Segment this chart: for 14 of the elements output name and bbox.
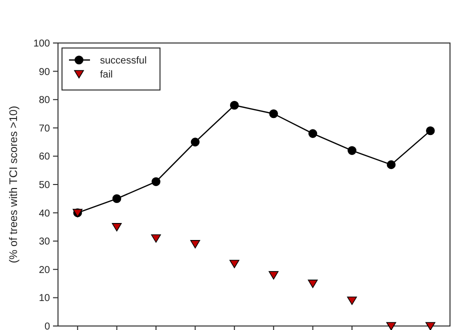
y-tick-label: 30 — [38, 236, 50, 248]
legend-label: fail — [100, 70, 113, 80]
y-tick-label: 90 — [38, 66, 50, 78]
y-axis-title: (% of trees with TCI scores >10) — [8, 106, 20, 264]
y-tick-label: 10 — [38, 293, 50, 304]
y-tick-label: 60 — [38, 152, 50, 163]
y-tick-label: 100 — [33, 38, 50, 50]
y-tick-label: 20 — [38, 264, 50, 276]
y-tick-label: 50 — [38, 180, 50, 191]
y-tick-label: 80 — [38, 95, 50, 106]
y-tick-label: 70 — [38, 123, 50, 134]
legend-label: successful — [100, 56, 147, 66]
y-tick-label: 0 — [44, 322, 50, 330]
y-tick-label: 40 — [38, 208, 50, 220]
